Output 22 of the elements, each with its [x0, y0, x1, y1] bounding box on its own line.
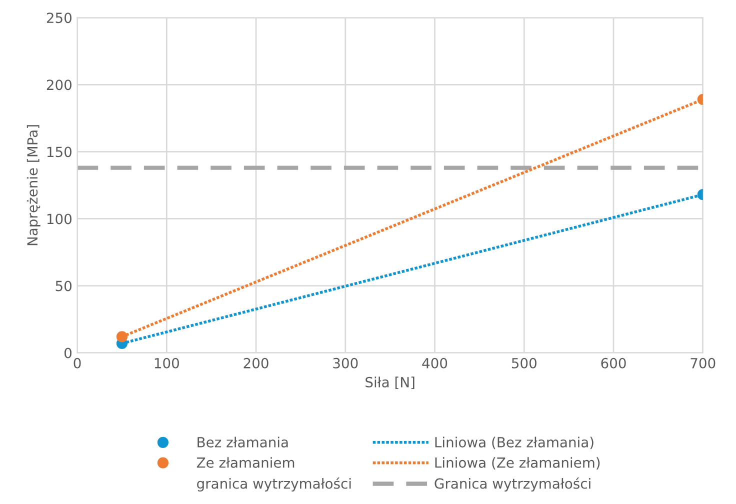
y-tick-label: 250 [46, 12, 72, 24]
x-axis-title: Siła [N] [366, 376, 414, 390]
x-tick-label: 700 [690, 358, 716, 368]
legend-label: Liniowa (Bez złamania) [435, 436, 594, 450]
legend-label: Granica wytrzymałości [434, 478, 590, 492]
text: granica wytrzymałości [197, 478, 351, 492]
y-tick-label: 150 [47, 146, 72, 158]
y-tick-label: 100 [47, 214, 72, 224]
y-tick-label: 200 [46, 80, 72, 90]
y-tick-label: 50 [56, 280, 72, 292]
y-tick-label: 0 [64, 348, 72, 358]
legend-label: Liniowa (Ze złamaniem) [435, 457, 600, 470]
y-axis-title: Naprężenie [MPa] [26, 125, 40, 246]
legend-label: Ze złamaniem [196, 457, 294, 468]
x-tick-label: 600 [601, 358, 626, 368]
x-tick-label: 200 [244, 358, 268, 368]
x-tick-label: 100 [154, 358, 179, 368]
x-tick-label: 300 [333, 358, 358, 368]
x-tick-label: 500 [512, 358, 536, 368]
x-tick-label: 0 [74, 358, 81, 368]
legend-label: Bez złamania [198, 436, 288, 448]
x-tick-label: 400 [422, 358, 448, 368]
